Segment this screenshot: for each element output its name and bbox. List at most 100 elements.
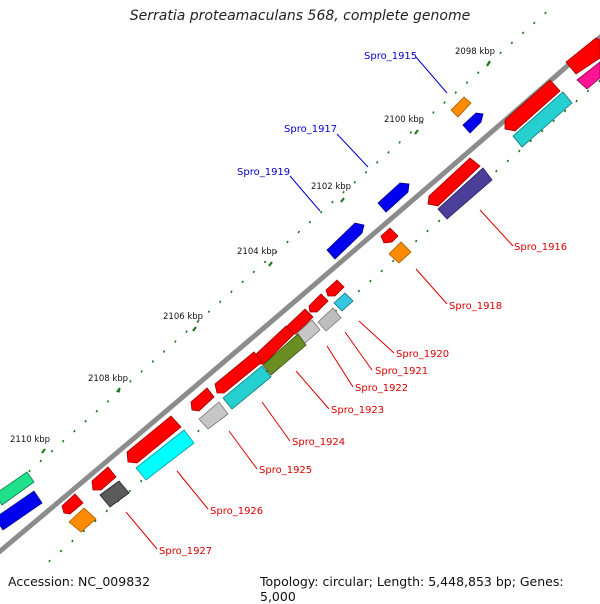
dot-mark	[495, 169, 498, 173]
gene-label-spro1924[interactable]: Spro_1924	[292, 437, 345, 448]
dot-mark	[369, 279, 372, 283]
gene-label-spro1923[interactable]: Spro_1923	[331, 405, 384, 416]
kbp-label: 2100 kbp	[384, 115, 424, 125]
kbp-tick	[192, 326, 197, 332]
dot-mark	[61, 439, 65, 443]
dot-mark	[140, 370, 143, 373]
kbp-label: 2104 kbp	[237, 247, 277, 257]
dot-mark	[357, 289, 361, 293]
accession-text: Accession: NC_009832	[8, 574, 151, 589]
gene-arrow-top-cyan[interactable]	[512, 91, 573, 148]
genome-backbone	[0, 34, 600, 555]
gene-arrow-top-red[interactable]	[504, 79, 561, 132]
leader-line	[228, 430, 258, 470]
dot-mark	[84, 419, 87, 423]
gene-arrow-spro1926d[interactable]	[135, 429, 195, 481]
dot-mark	[380, 269, 384, 273]
gene-arrow-spro1926b[interactable]	[198, 401, 229, 430]
gene-arrow-left-green[interactable]	[0, 471, 35, 506]
dot-mark	[437, 219, 441, 223]
gene-label-spro1926[interactable]: Spro_1926	[210, 506, 263, 517]
dot-mark	[398, 141, 401, 144]
dot-mark	[197, 429, 200, 433]
gene-label-spro1918[interactable]: Spro_1918	[449, 301, 502, 312]
gene-arrow-top-red2[interactable]	[565, 37, 600, 75]
dot-mark	[521, 31, 525, 35]
gene-label-spro1921[interactable]: Spro_1921	[375, 366, 428, 377]
leader-line	[326, 345, 354, 388]
gene-arrow-spro1917[interactable]	[462, 112, 484, 134]
gene-arrow-spro1927[interactable]	[91, 466, 117, 491]
gene-arrow-spro1927b[interactable]	[99, 480, 130, 508]
gene-arrow-top-magenta[interactable]	[576, 61, 600, 90]
gene-arrow-spro1921[interactable]	[308, 293, 329, 313]
gene-label-spro1915[interactable]: Spro_1915	[364, 51, 417, 62]
dot-mark	[426, 229, 429, 233]
dot-mark	[106, 399, 110, 403]
dot-mark	[28, 469, 31, 473]
gene-arrow-left-red[interactable]	[61, 493, 84, 515]
dot-mark	[252, 270, 256, 274]
gene-arrow-spro1919[interactable]	[377, 182, 410, 213]
gene-label-spro1925[interactable]: Spro_1925	[259, 465, 312, 476]
gene-label-spro1920[interactable]: Spro_1920	[396, 349, 449, 360]
dot-mark	[73, 429, 76, 433]
gene-arrow-spro1920b[interactable]	[333, 292, 354, 312]
kbp-tick	[486, 60, 491, 67]
dot-mark	[529, 139, 532, 143]
dot-mark	[506, 159, 510, 163]
dot-mark	[263, 260, 267, 264]
gene-arrow-spro1916[interactable]	[427, 157, 481, 207]
gene-arrow-spro1918[interactable]	[380, 227, 399, 244]
gene-arrow-spro1915[interactable]	[450, 96, 472, 118]
dot-mark	[454, 91, 457, 95]
dot-mark	[443, 101, 446, 104]
kbp-labels: 2098 kbp 2100 kbp 2102 kbp 2104 kbp 2106…	[10, 47, 495, 445]
dot-mark	[409, 131, 413, 134]
gene-arrow-spro1918b[interactable]	[388, 241, 412, 264]
leader-line	[479, 209, 514, 247]
gene-arrow-spro1922[interactable]	[317, 307, 342, 332]
gene-label-spro1916[interactable]: Spro_1916	[514, 242, 567, 253]
kbp-label: 2106 kbp	[163, 312, 203, 322]
kbp-tick	[41, 448, 46, 454]
gene-label-spro1919[interactable]: Spro_1919	[237, 167, 290, 178]
gene-arrow-spro1925[interactable]	[214, 351, 263, 394]
kbp-label: 2098 kbp	[455, 47, 495, 57]
gene-arrow-spro1916b[interactable]	[437, 167, 493, 220]
map-title: Serratia proteamaculans 568, complete ge…	[129, 8, 471, 24]
kbp-tick	[340, 197, 345, 203]
gene-arrow-left-orange[interactable]	[68, 507, 97, 533]
dot-mark	[518, 149, 521, 153]
dot-mark	[308, 220, 312, 224]
dot-mark	[414, 239, 418, 243]
gene-arrow-spro1926c[interactable]	[126, 415, 182, 464]
gene-arrow-spro1925b[interactable]	[222, 365, 272, 410]
leader-line	[261, 401, 291, 442]
dot-mark	[162, 350, 166, 353]
gene-label-spro1927[interactable]: Spro_1927	[159, 546, 212, 557]
gene-arrow-spro1920[interactable]	[325, 279, 345, 297]
leader-line	[358, 320, 395, 354]
dot-mark	[387, 151, 390, 154]
leader-line	[336, 133, 369, 168]
dot-mark	[128, 489, 131, 493]
gene-arrow-spro1919b[interactable]	[326, 222, 365, 260]
dot-mark	[476, 71, 480, 75]
gene-arrow-left-blue[interactable]	[0, 490, 43, 531]
dot-mark	[540, 129, 544, 133]
gene-label-spro1917[interactable]: Spro_1917	[284, 124, 337, 135]
dot-mark	[218, 300, 222, 304]
dot-mark	[392, 259, 395, 263]
kbp-ticks	[41, 60, 491, 454]
dot-mark	[185, 330, 188, 333]
kbp-tick	[116, 387, 121, 393]
gene-arrow-spro1926[interactable]	[190, 387, 215, 412]
dot-mark	[586, 89, 590, 93]
gene-label-spro1922[interactable]: Spro_1922	[355, 383, 408, 394]
leader-line	[289, 175, 321, 212]
leader-line	[295, 370, 330, 410]
label-leaders	[125, 56, 514, 550]
dot-mark	[48, 559, 51, 563]
gene-arrow-spro1924b[interactable]	[262, 333, 307, 376]
